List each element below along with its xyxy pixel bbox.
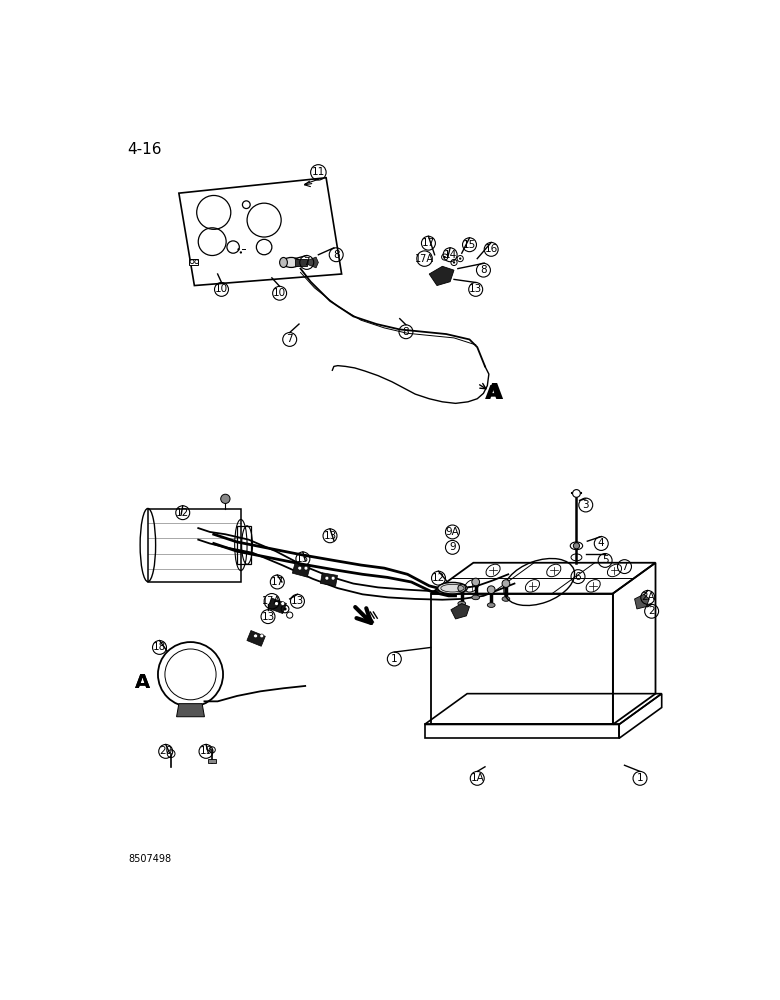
Text: 2A: 2A [641,592,654,602]
Text: 20: 20 [159,746,172,756]
Text: A: A [135,673,150,692]
Bar [189,259,198,265]
Text: 8: 8 [333,250,339,260]
Text: 10: 10 [215,284,228,294]
Text: 9A: 9A [445,527,459,537]
Text: 7: 7 [303,257,310,267]
Circle shape [221,494,230,503]
Text: A: A [486,383,503,403]
Circle shape [573,490,580,497]
Text: 17A: 17A [262,596,282,606]
Text: 3: 3 [583,500,589,510]
Text: A: A [485,384,500,403]
Ellipse shape [458,601,466,606]
Bar [268,598,286,614]
Circle shape [444,256,446,258]
Text: 7: 7 [621,562,628,572]
Polygon shape [176,704,204,717]
Polygon shape [308,257,318,268]
Text: 8: 8 [402,327,410,337]
Text: 2: 2 [648,606,655,616]
Ellipse shape [279,257,287,267]
Text: 1A: 1A [470,773,484,783]
Bar [247,631,265,646]
Text: A: A [135,673,150,692]
Circle shape [254,634,257,638]
Text: 13: 13 [324,531,337,541]
Polygon shape [635,594,649,609]
Text: 13: 13 [469,284,482,294]
Ellipse shape [282,257,300,267]
Circle shape [453,261,456,264]
Circle shape [239,251,242,254]
Text: 15: 15 [463,240,476,250]
Circle shape [458,584,466,592]
Text: 17A: 17A [415,254,434,264]
Text: 5: 5 [602,555,608,565]
Circle shape [260,634,264,638]
Text: 17: 17 [271,577,284,587]
Text: 13: 13 [296,554,310,564]
Text: 1: 1 [636,773,643,783]
Circle shape [488,586,495,594]
Text: 18: 18 [153,642,166,652]
Bar [295,259,307,266]
Circle shape [237,248,239,251]
Circle shape [283,607,286,610]
Bar [237,526,251,564]
Ellipse shape [488,603,495,607]
Circle shape [275,602,278,605]
Circle shape [332,576,335,580]
Text: 6: 6 [575,572,581,582]
Text: 10: 10 [273,288,286,298]
Text: 16: 16 [484,244,498,254]
Text: 8507498: 8507498 [129,854,172,864]
Circle shape [573,543,580,549]
Text: 13: 13 [261,612,275,622]
Text: 11: 11 [312,167,325,177]
Circle shape [325,576,329,580]
Text: 17: 17 [422,238,435,248]
Polygon shape [451,604,470,619]
Circle shape [281,602,285,605]
Text: 9: 9 [449,542,456,552]
Circle shape [502,580,510,587]
Circle shape [304,566,308,570]
Bar [208,759,216,763]
Ellipse shape [472,595,480,600]
Text: 8: 8 [480,265,487,275]
Text: 4: 4 [598,538,604,548]
Text: 12: 12 [176,508,190,518]
Circle shape [298,566,302,570]
Ellipse shape [438,582,467,594]
Text: 12: 12 [432,573,445,583]
Circle shape [459,257,461,260]
Circle shape [472,578,480,586]
Ellipse shape [502,597,510,601]
Text: 7: 7 [286,334,293,344]
Bar [321,573,338,586]
Text: 13: 13 [291,596,304,606]
Text: 4-16: 4-16 [127,142,161,157]
Text: 1: 1 [391,654,398,664]
Text: 14: 14 [444,250,457,260]
Text: 19: 19 [200,746,213,756]
Polygon shape [429,266,454,286]
Bar [292,563,310,577]
